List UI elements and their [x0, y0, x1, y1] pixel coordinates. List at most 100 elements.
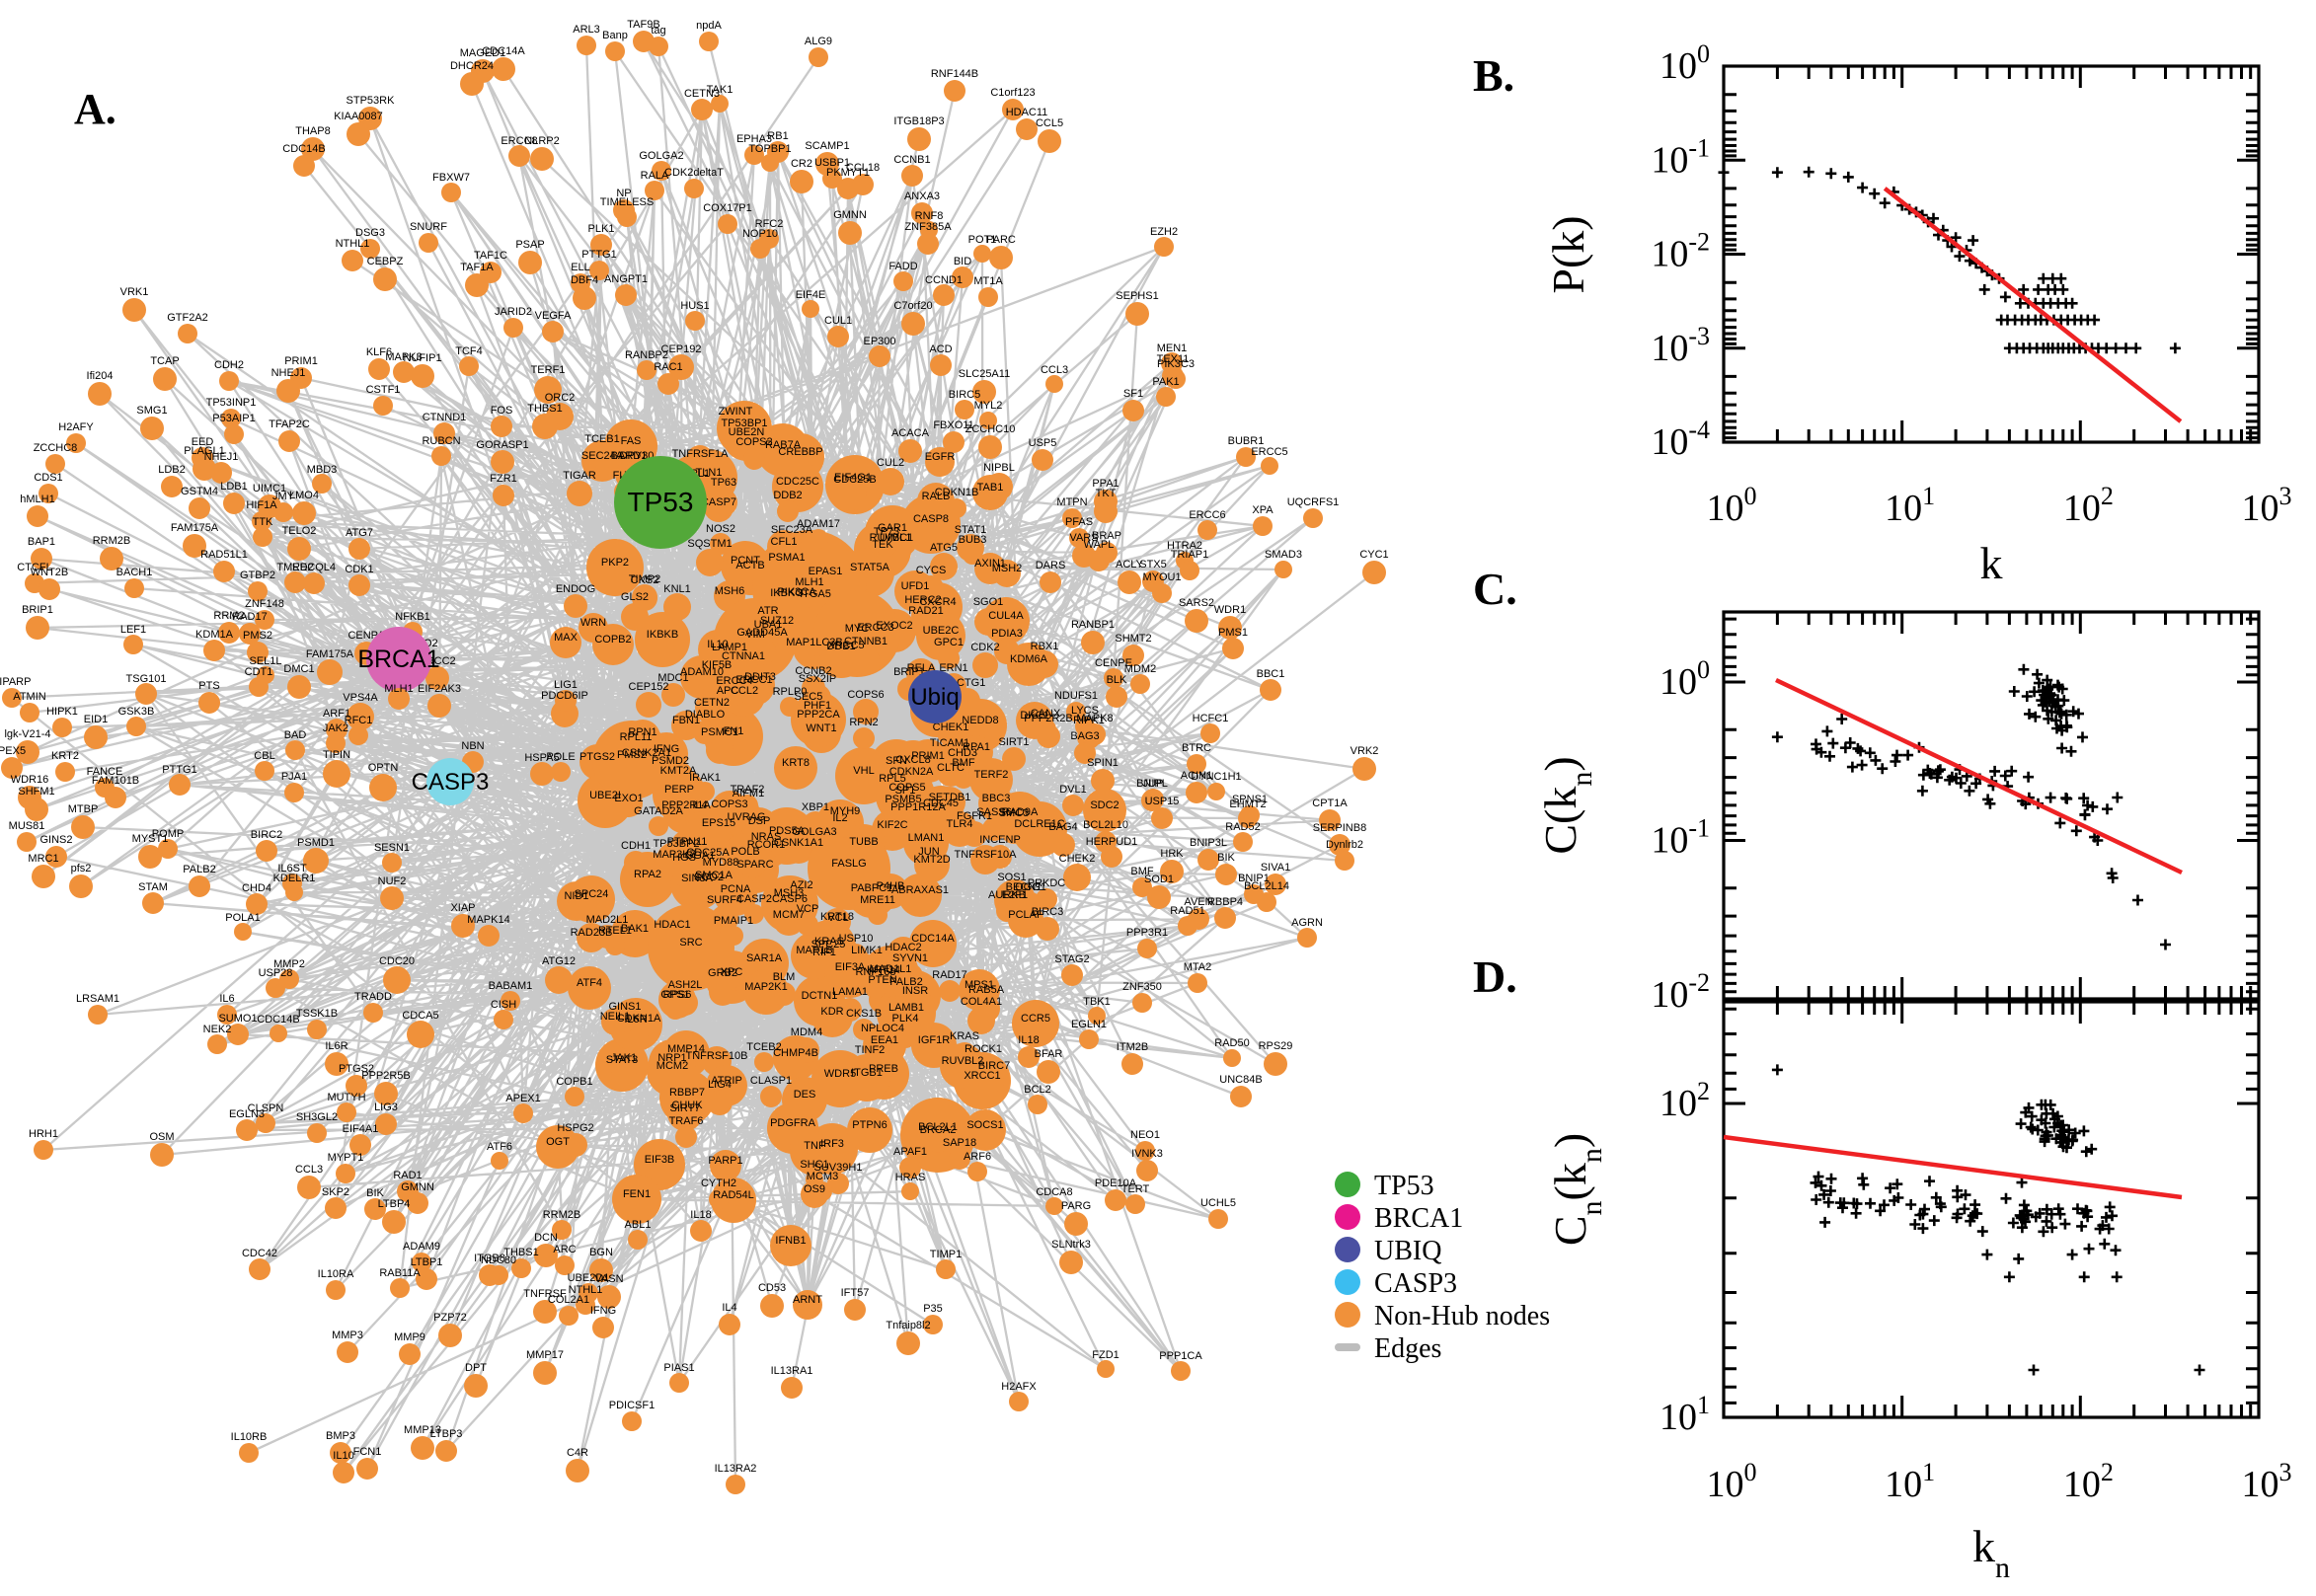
- svg-text:MAP1B: MAP1B: [796, 945, 832, 956]
- svg-text:PDCD6IP: PDCD6IP: [541, 690, 588, 702]
- svg-text:CETN3: CETN3: [684, 88, 720, 100]
- svg-text:ERCC4: ERCC4: [716, 675, 752, 687]
- svg-text:OSM: OSM: [149, 1131, 174, 1143]
- svg-text:EXO1: EXO1: [614, 793, 643, 804]
- svg-text:BRCA1: BRCA1: [357, 646, 439, 673]
- svg-text:NBN: NBN: [461, 740, 484, 752]
- svg-text:BARD1: BARD1: [611, 450, 648, 462]
- svg-text:BTRC: BTRC: [1182, 742, 1211, 754]
- svg-text:CCNB2: CCNB2: [795, 665, 831, 677]
- svg-text:PIK3C3: PIK3C3: [1157, 358, 1195, 370]
- svg-text:TELO2: TELO2: [282, 525, 317, 537]
- svg-text:KMT2A: KMT2A: [660, 765, 697, 777]
- svg-text:lgk-V21-4: lgk-V21-4: [4, 728, 50, 740]
- svg-text:UBE2D1: UBE2D1: [568, 1272, 610, 1284]
- svg-text:JARID2: JARID2: [495, 306, 532, 318]
- svg-text:NOS2: NOS2: [706, 523, 735, 535]
- svg-text:SYVN1: SYVN1: [892, 952, 928, 964]
- svg-text:XRCC5: XRCC5: [827, 640, 864, 651]
- svg-text:EIF4G1: EIF4G1: [834, 472, 872, 484]
- svg-text:SPC25: SPC25: [811, 939, 846, 950]
- svg-text:SUZ12: SUZ12: [760, 615, 794, 627]
- svg-text:PARP1: PARP1: [708, 1155, 742, 1167]
- svg-text:TRAF6: TRAF6: [669, 1115, 704, 1127]
- svg-text:LIG3: LIG3: [374, 1102, 398, 1113]
- svg-text:NEK2: NEK2: [203, 1024, 232, 1035]
- svg-text:FAM101B: FAM101B: [92, 775, 139, 787]
- svg-text:BRAP: BRAP: [1092, 530, 1121, 542]
- svg-text:RPL11: RPL11: [620, 731, 653, 743]
- svg-text:USP10: USP10: [839, 933, 874, 945]
- svg-text:RFC1: RFC1: [345, 715, 373, 726]
- svg-text:SESN1: SESN1: [374, 842, 410, 854]
- svg-text:TIMP1: TIMP1: [930, 1249, 962, 1260]
- svg-text:TP53: TP53: [628, 487, 694, 517]
- svg-text:RECQL4: RECQL4: [292, 562, 336, 573]
- svg-text:TIPIN: TIPIN: [323, 749, 350, 761]
- svg-text:HGS: HGS: [672, 852, 696, 864]
- svg-text:GPS1: GPS1: [660, 989, 689, 1001]
- svg-text:SEC5: SEC5: [795, 691, 823, 703]
- svg-text:AVEN: AVEN: [1184, 896, 1212, 908]
- svg-text:SDC2: SDC2: [1090, 799, 1119, 811]
- svg-text:TBK1: TBK1: [1083, 996, 1111, 1008]
- svg-text:UBIQ: UBIQ: [1374, 1236, 1441, 1266]
- svg-text:RAD9A: RAD9A: [1002, 806, 1039, 818]
- svg-text:ALG9: ALG9: [805, 36, 832, 47]
- svg-text:SEC23A: SEC23A: [771, 524, 813, 536]
- svg-text:TIMP2: TIMP2: [629, 573, 660, 585]
- svg-text:NUF2: NUF2: [378, 875, 407, 887]
- svg-text:NEO1: NEO1: [1130, 1129, 1160, 1141]
- svg-text:RAD17: RAD17: [232, 611, 267, 623]
- svg-text:BRCA2: BRCA2: [920, 1124, 957, 1136]
- svg-text:CSTF1: CSTF1: [366, 384, 401, 396]
- svg-text:FBXW7: FBXW7: [432, 172, 470, 184]
- svg-text:COPS5: COPS5: [888, 782, 925, 794]
- svg-text:RAD52: RAD52: [1225, 821, 1260, 833]
- svg-text:BIK: BIK: [1217, 852, 1235, 864]
- svg-text:ARL3: ARL3: [573, 24, 600, 36]
- svg-text:CDC14B: CDC14B: [282, 143, 325, 155]
- svg-text:RAC1: RAC1: [654, 361, 682, 373]
- svg-text:PRKDC: PRKDC: [1028, 877, 1066, 889]
- svg-text:SASS6: SASS6: [976, 806, 1011, 818]
- svg-text:MMP13: MMP13: [404, 1424, 441, 1436]
- svg-text:BMP3: BMP3: [326, 1430, 355, 1442]
- svg-text:GOLGA3: GOLGA3: [792, 826, 836, 838]
- svg-text:CUL1: CUL1: [824, 315, 852, 327]
- svg-text:IGF1R: IGF1R: [918, 1034, 950, 1046]
- svg-text:EGLN1: EGLN1: [1071, 1019, 1107, 1030]
- svg-text:ERCC8: ERCC8: [501, 135, 537, 147]
- svg-text:SMC1A: SMC1A: [695, 870, 733, 881]
- svg-text:MAP3K7: MAP3K7: [653, 849, 695, 861]
- svg-text:THAP8: THAP8: [295, 125, 330, 137]
- svg-text:CDH2: CDH2: [214, 359, 244, 371]
- svg-text:SEL1L: SEL1L: [249, 655, 281, 667]
- svg-text:PERP: PERP: [664, 784, 694, 796]
- svg-text:GATAD2A: GATAD2A: [634, 805, 683, 817]
- svg-text:CDC20: CDC20: [379, 955, 415, 967]
- svg-text:RPS6: RPS6: [663, 989, 692, 1001]
- svg-text:PMAIP1: PMAIP1: [714, 915, 753, 927]
- svg-text:DIABLO: DIABLO: [685, 709, 726, 721]
- svg-text:COL4A1: COL4A1: [961, 996, 1002, 1008]
- svg-text:ERCC3: ERCC3: [857, 622, 893, 634]
- svg-text:BIRC3: BIRC3: [1032, 906, 1063, 918]
- svg-text:FEN1: FEN1: [623, 1188, 651, 1200]
- svg-text:PABPC1: PABPC1: [851, 882, 893, 894]
- svg-text:SPARC: SPARC: [736, 859, 773, 871]
- svg-text:EHMT2: EHMT2: [1229, 798, 1266, 810]
- svg-text:IFNG: IFNG: [590, 1305, 616, 1317]
- svg-text:RPL5: RPL5: [879, 773, 906, 785]
- svg-text:RANBP2: RANBP2: [625, 349, 668, 361]
- svg-text:TNFRSF10B: TNFRSF10B: [686, 1050, 748, 1062]
- svg-text:LTBP4: LTBP4: [378, 1198, 411, 1210]
- svg-text:P53AIP1: P53AIP1: [212, 413, 255, 424]
- svg-text:MYST1: MYST1: [132, 833, 169, 845]
- svg-text:MMP2: MMP2: [273, 958, 305, 970]
- svg-text:DSG3: DSG3: [355, 227, 385, 239]
- svg-text:PPP2R5B: PPP2R5B: [361, 1070, 411, 1082]
- svg-text:WRN: WRN: [580, 617, 606, 629]
- svg-text:SPIN1: SPIN1: [1087, 757, 1119, 769]
- svg-text:MAGED1: MAGED1: [460, 47, 505, 59]
